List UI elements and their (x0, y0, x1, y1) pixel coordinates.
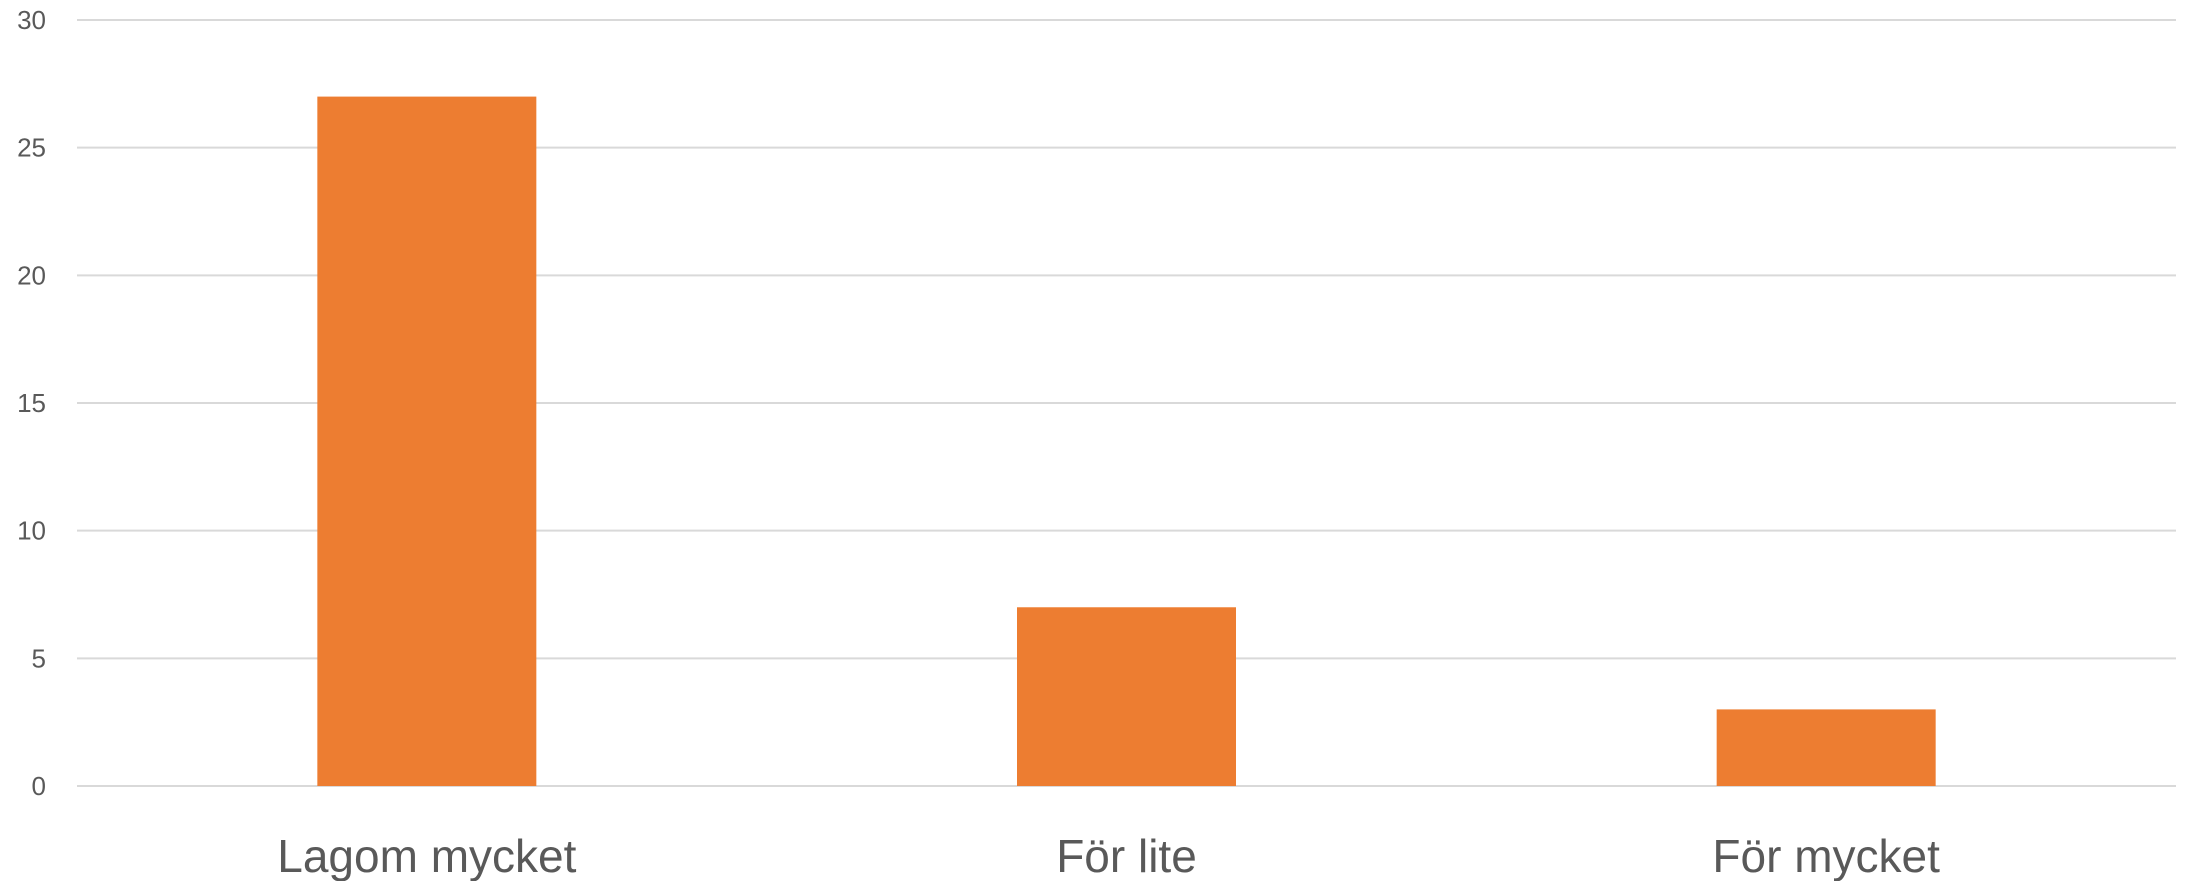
y-axis-tick-labels: 0 5 10 15 20 25 30 (17, 5, 46, 801)
y-tick-label: 5 (32, 643, 46, 673)
y-tick-label: 25 (17, 133, 46, 163)
y-tick-label: 15 (17, 388, 46, 418)
x-tick-label: För lite (1056, 830, 1197, 881)
bars (317, 96, 1936, 787)
x-tick-label: Lagom mycket (277, 830, 576, 881)
y-tick-label: 30 (17, 5, 46, 35)
y-tick-label: 10 (17, 516, 46, 546)
bar (1716, 709, 1936, 786)
x-axis-tick-labels: Lagom mycket För lite För mycket (277, 830, 1940, 881)
bar (317, 96, 537, 787)
y-tick-label: 0 (32, 771, 46, 801)
x-tick-label: För mycket (1712, 830, 1940, 881)
y-tick-label: 20 (17, 260, 46, 290)
bar (1017, 607, 1236, 786)
